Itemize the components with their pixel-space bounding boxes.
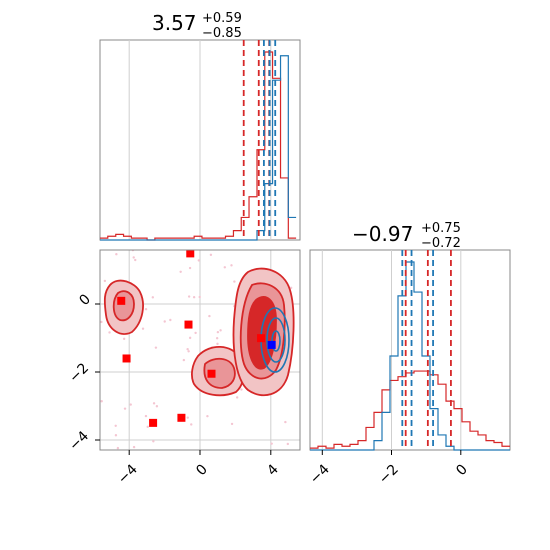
hist-param2-title: −0.97 xyxy=(352,222,413,246)
background-sample xyxy=(182,358,186,362)
scatter-2d-panel: −4 0 4 0 −2 −4 xyxy=(66,249,301,487)
scatter-2d-yticks xyxy=(95,303,100,441)
scatter-2d-xtick-label: 4 xyxy=(264,461,282,479)
hist-param2-grid xyxy=(321,250,462,450)
background-sample xyxy=(270,442,273,445)
background-sample xyxy=(141,327,145,330)
hist-param2-xticks xyxy=(321,450,462,455)
blue-contour-inner xyxy=(266,317,286,363)
background-sample xyxy=(186,347,189,351)
background-sample xyxy=(155,405,159,408)
hist-step-series-1 xyxy=(310,261,510,451)
scatter-2d-xticks xyxy=(128,450,272,455)
background-sample xyxy=(116,446,120,450)
hist-param1-panel: 3.57 +0.59 −0.85 xyxy=(99,11,301,241)
background-sample xyxy=(103,279,107,283)
scatter-2d-ytick-label: 0 xyxy=(76,291,94,309)
hist-param2-xtick-label: −4 xyxy=(307,461,333,487)
background-sample xyxy=(186,416,189,419)
background-sample xyxy=(240,388,243,391)
outlier-point xyxy=(207,369,216,378)
hist-param2-title-minus: −0.72 xyxy=(421,236,461,251)
outlier-point xyxy=(186,250,195,258)
background-sample xyxy=(188,336,192,340)
background-sample xyxy=(129,403,132,406)
background-sample xyxy=(216,330,220,334)
background-sample xyxy=(230,422,234,426)
background-sample xyxy=(152,402,156,405)
background-sample xyxy=(144,414,148,418)
background-sample xyxy=(122,337,126,341)
hist-param1-quantiles xyxy=(242,40,277,240)
background-sample xyxy=(230,264,233,267)
scatter-2d-xtick-label: −4 xyxy=(115,461,141,487)
background-sample xyxy=(197,259,201,262)
background-sample xyxy=(198,295,201,299)
hist-param1-title-minus: −0.85 xyxy=(202,26,242,41)
background-sample xyxy=(169,318,172,322)
background-sample xyxy=(286,442,290,446)
background-sample xyxy=(206,414,209,418)
background-sample xyxy=(289,286,293,290)
outlier-point xyxy=(149,418,158,427)
hist-param2-panel: −0.97 +0.75 −0.72 −4 −2 0 xyxy=(307,221,511,488)
background-sample xyxy=(144,308,148,311)
truth-marker xyxy=(267,340,276,349)
red-density-contours xyxy=(103,267,295,397)
hist-param2-xtick-label: 0 xyxy=(453,462,471,480)
background-sample xyxy=(114,434,118,437)
outlier-point xyxy=(184,320,193,329)
truth-point xyxy=(267,340,276,349)
background-sample xyxy=(115,253,118,256)
scatter-2d-ytick-label: −4 xyxy=(66,428,92,454)
outlier-point xyxy=(257,334,266,343)
outlier-point xyxy=(122,354,131,363)
outlier-point xyxy=(177,413,186,422)
background-sample xyxy=(208,314,211,318)
hist-param2-title-plus: +0.75 xyxy=(421,221,461,236)
outlier-points xyxy=(117,250,266,427)
scatter-2d-ytick-label: −2 xyxy=(66,360,92,386)
background-sample xyxy=(151,296,155,299)
outlier-point xyxy=(117,296,126,305)
background-sample xyxy=(190,423,193,426)
background-sample xyxy=(233,280,236,283)
background-sample xyxy=(134,258,137,262)
background-sample xyxy=(223,266,227,269)
hist-param1-grid xyxy=(128,40,272,240)
red-contour-inner-mid xyxy=(203,357,236,389)
background-sample xyxy=(123,407,127,410)
background-sample xyxy=(152,440,155,443)
background-sample xyxy=(216,342,219,346)
background-sample xyxy=(192,296,196,299)
background-sample xyxy=(100,400,103,403)
background-sample xyxy=(284,420,287,424)
background-sample xyxy=(235,396,239,399)
scatter-2d-xtick-label: 0 xyxy=(193,462,211,480)
background-sample xyxy=(100,320,103,324)
background-sample xyxy=(187,295,191,298)
background-sample xyxy=(209,253,213,257)
hist-param2-quantiles xyxy=(401,250,452,450)
hist-param1-title: 3.57 xyxy=(152,11,197,35)
background-sample xyxy=(215,337,219,340)
background-sample xyxy=(108,331,111,334)
hist-step-series-1 xyxy=(100,55,297,241)
hist-param1-title-plus: +0.59 xyxy=(202,11,242,26)
background-sample xyxy=(188,266,192,270)
background-sample xyxy=(114,424,117,427)
background-sample xyxy=(132,256,135,259)
background-sample xyxy=(132,445,136,449)
background-sample xyxy=(194,331,197,335)
red-contour-inner-left xyxy=(112,290,135,322)
background-sample xyxy=(179,270,182,274)
hist-param2-xtick-label: −2 xyxy=(376,462,402,488)
background-sample xyxy=(219,329,222,332)
background-sample xyxy=(154,346,158,349)
hist-param2-frame xyxy=(309,249,511,451)
background-sample xyxy=(146,425,149,429)
background-sample xyxy=(187,350,190,353)
background-sample xyxy=(163,320,166,323)
